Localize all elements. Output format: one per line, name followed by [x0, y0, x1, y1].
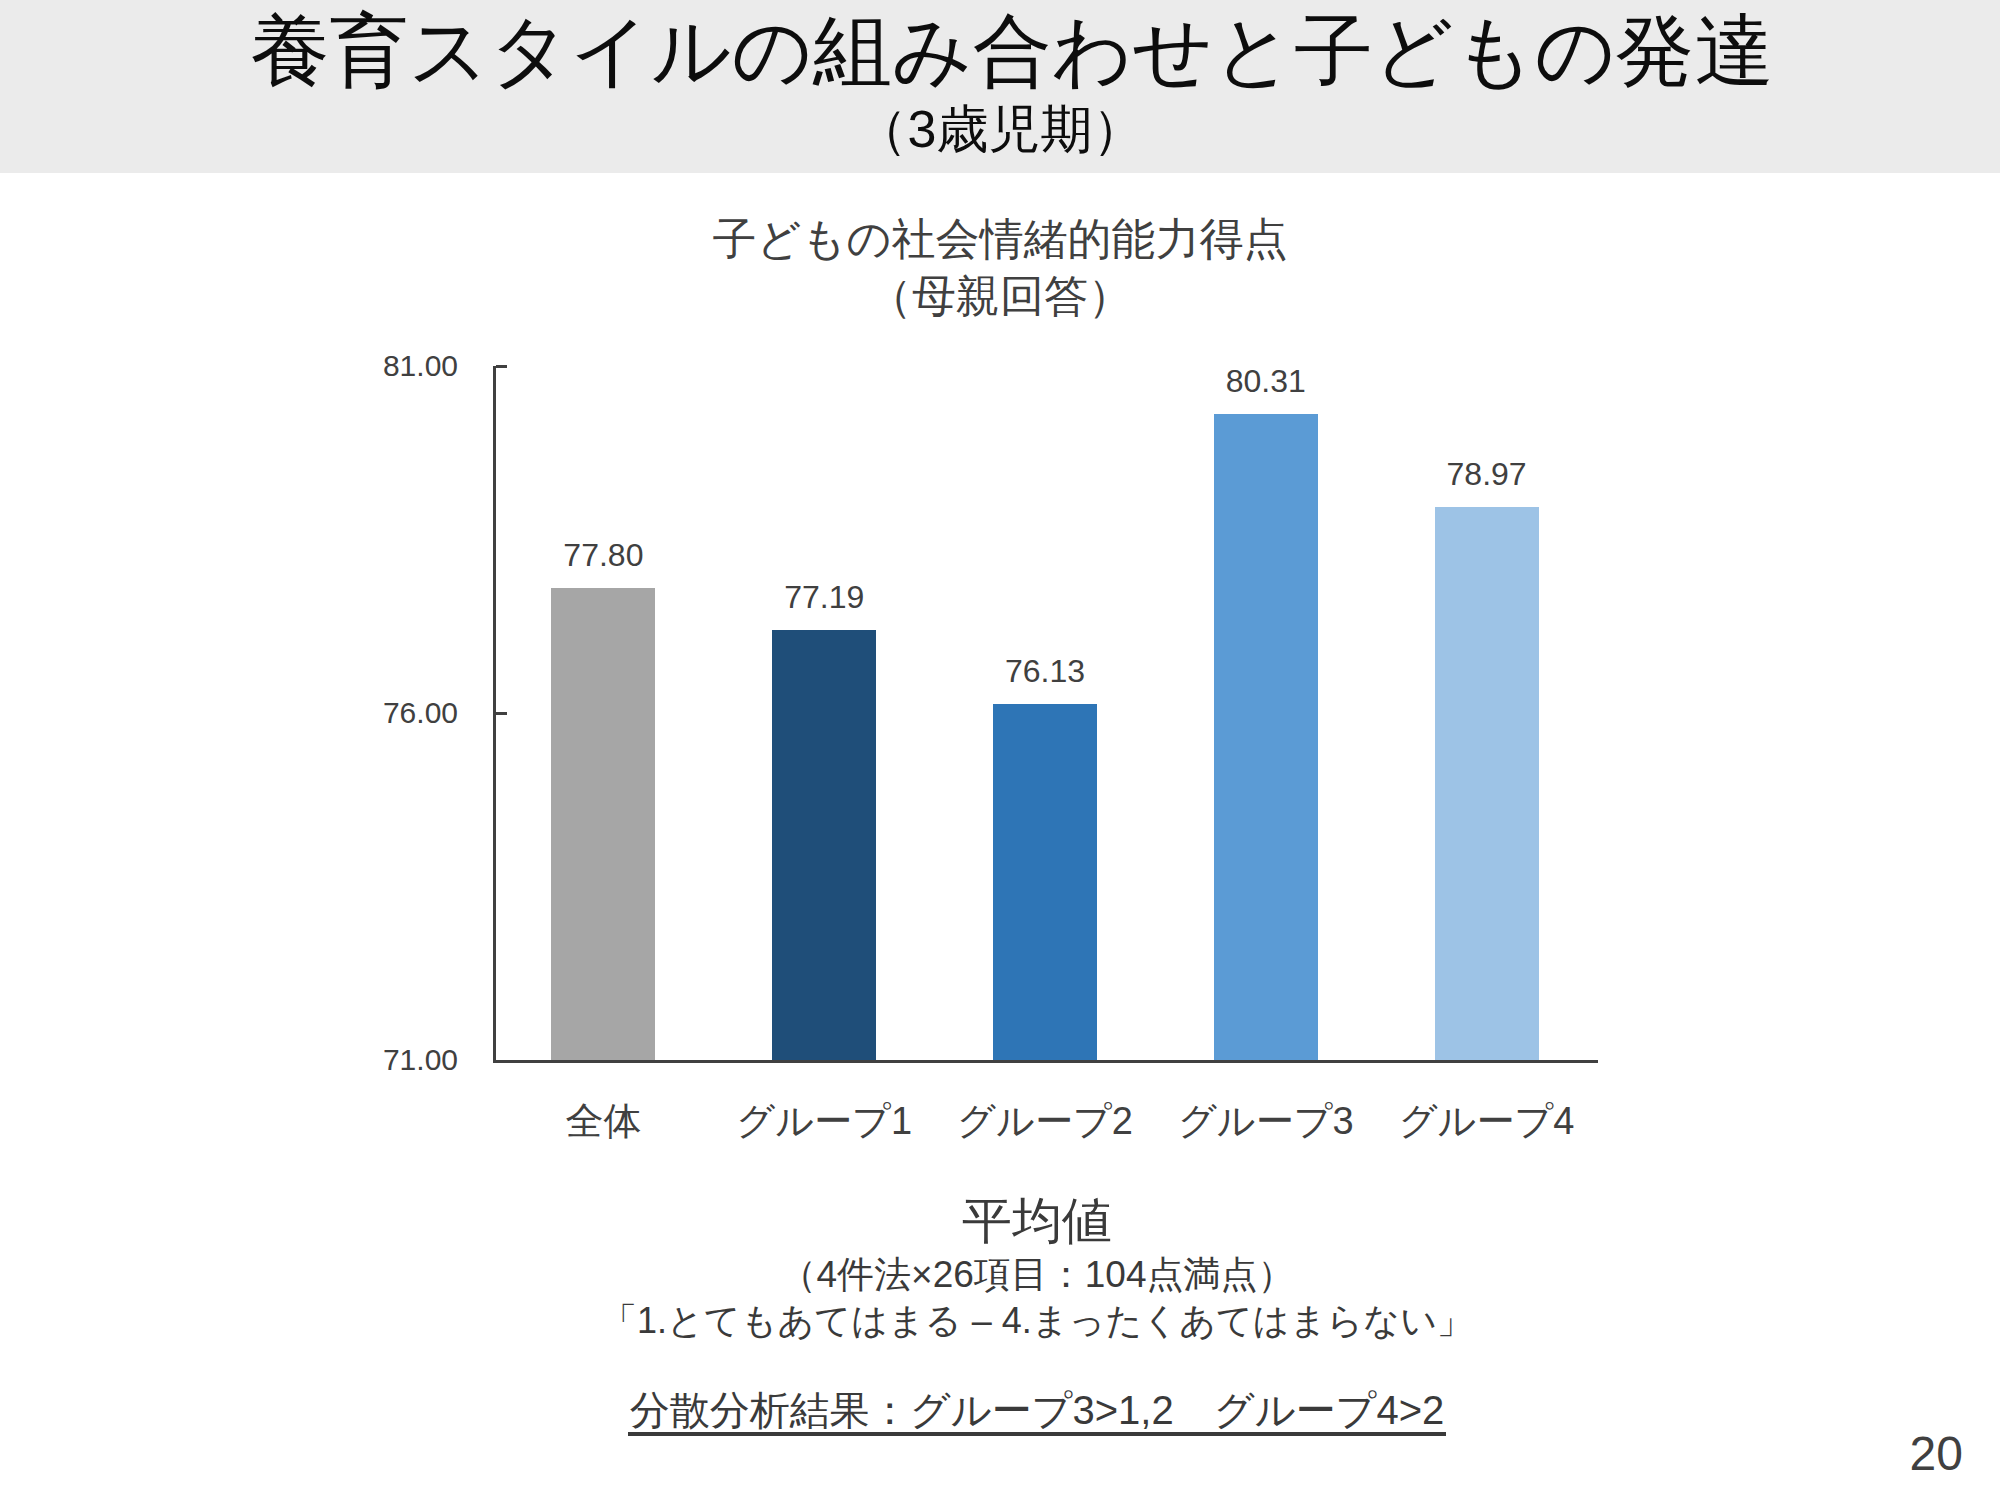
- anchor-note: 「1.とてもあてはまる – 4.まったくあてはまらない」: [485, 1298, 1589, 1344]
- bar-value-label: 80.31: [1166, 362, 1366, 400]
- y-axis-tick: [496, 365, 507, 368]
- anova-note: 分散分析結果：グループ3>1,2 グループ4>2: [485, 1388, 1589, 1436]
- y-tick-label: 76.00: [298, 695, 458, 731]
- category-label: 全体: [493, 1098, 713, 1144]
- chart-title-line1: 子どもの社会情緒的能力得点: [0, 210, 2000, 267]
- y-tick-label: 81.00: [298, 348, 458, 384]
- category-label: グループ3: [1156, 1098, 1376, 1144]
- category-label: グループ2: [935, 1098, 1155, 1144]
- slide-subtitle: （3歳児期）: [0, 99, 2000, 159]
- page-number: 20: [1910, 1430, 1963, 1478]
- slide-title: 養育スタイルの組み合わせと子どもの発達: [12, 0, 2000, 100]
- x-axis-line: [493, 1060, 1598, 1063]
- y-tick-label: 71.00: [298, 1042, 458, 1078]
- bar-5: [1435, 507, 1539, 1060]
- y-axis-line: [493, 366, 496, 1063]
- scale-note: （4件法×26項目：104点満点）: [485, 1252, 1589, 1298]
- bar-4: [1214, 414, 1318, 1060]
- category-label: グループ1: [714, 1098, 934, 1144]
- bar-3: [993, 704, 1097, 1060]
- chart-title-line2: （母親回答）: [0, 267, 2000, 324]
- bar-2: [772, 630, 876, 1060]
- slide: 養育スタイルの組み合わせと子どもの発達 （3歳児期） 子どもの社会情緒的能力得点…: [0, 0, 2000, 1500]
- bar-value-label: 77.19: [724, 578, 924, 616]
- slide-header: 養育スタイルの組み合わせと子どもの発達 （3歳児期）: [0, 0, 2000, 173]
- bar-value-label: 77.80: [503, 536, 703, 574]
- y-axis-tick: [496, 712, 507, 715]
- mean-label: 平均値: [485, 1192, 1589, 1250]
- bar-value-label: 78.97: [1387, 455, 1587, 493]
- category-label: グループ4: [1377, 1098, 1597, 1144]
- chart-title: 子どもの社会情緒的能力得点 （母親回答）: [0, 210, 2000, 324]
- bar-value-label: 76.13: [945, 652, 1145, 690]
- bar-1: [551, 588, 655, 1060]
